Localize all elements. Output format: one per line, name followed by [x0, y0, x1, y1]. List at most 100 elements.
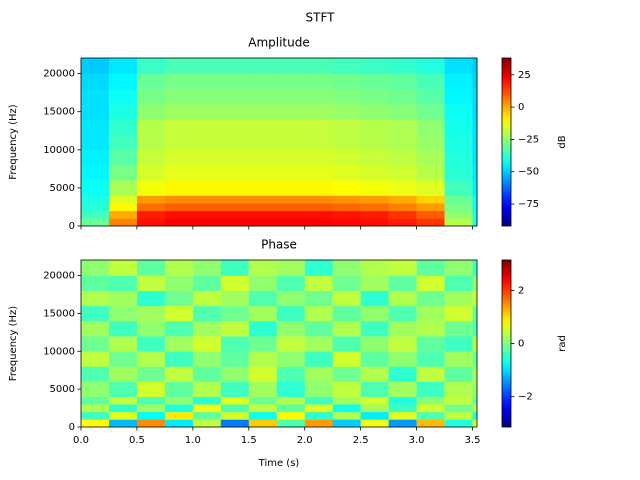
heat-cell [248, 88, 278, 105]
heat-cell [164, 180, 194, 196]
heat-cell [192, 419, 222, 428]
heat-cell [360, 366, 389, 382]
heat-cell [136, 260, 166, 276]
heat-cell [276, 210, 306, 219]
heat-cell [472, 210, 478, 219]
heat-cell [444, 381, 473, 398]
heat-cell [108, 336, 138, 352]
heat-cell [388, 260, 417, 276]
heat-cell [416, 275, 445, 291]
heat-cell [248, 275, 278, 291]
heat-cell [81, 180, 110, 196]
heat-cell [444, 134, 473, 151]
heat-cell [388, 203, 417, 212]
heat-cell [164, 366, 194, 382]
heat-cell [360, 336, 389, 352]
axes-title: Amplitude [248, 36, 310, 50]
x-tick-label: 2.0 [297, 435, 313, 446]
heat-cell [332, 290, 361, 307]
heat-cell [472, 320, 478, 337]
heat-cell [472, 134, 478, 151]
heat-cell [164, 260, 194, 276]
heat-cell [81, 305, 110, 322]
heat-cell [192, 305, 222, 322]
heat-cell [472, 104, 478, 120]
heat-cell [304, 419, 333, 428]
heat-cell [136, 411, 166, 420]
heat-cell [472, 305, 478, 322]
heat-cell [472, 180, 478, 196]
axes-frame [80, 259, 478, 428]
heat-cell [444, 119, 473, 135]
figure-title: STFT [306, 11, 336, 25]
heat-cell [192, 73, 222, 90]
x-tick-label: 3.5 [465, 435, 481, 446]
heat-cell [332, 104, 361, 120]
heat-cell [388, 419, 417, 428]
heat-cell [416, 351, 445, 367]
heat-cell [360, 411, 389, 420]
heat-cell [220, 88, 250, 105]
heat-cell [136, 351, 166, 367]
heat-cell [220, 336, 250, 352]
heat-cell [164, 119, 194, 135]
heat-cell [81, 336, 110, 352]
colorbar-tick-label: −25 [518, 134, 539, 145]
heat-cell [444, 180, 473, 196]
colorbar-tick-label: 0 [518, 339, 524, 350]
heat-cell [416, 203, 445, 212]
heat-cell [388, 218, 417, 227]
y-tick-label: 5000 [50, 384, 75, 395]
heat-cell [416, 165, 445, 181]
heat-cell [332, 411, 361, 420]
heat-cell [108, 165, 138, 181]
heat-cell [416, 195, 445, 204]
heat-cell [416, 419, 445, 428]
heat-cell [444, 305, 473, 322]
heat-cell [332, 58, 361, 74]
heat-cell [248, 260, 278, 276]
heat-cell [388, 381, 417, 398]
heat-cell [248, 195, 278, 204]
heat-cell [444, 195, 473, 204]
heat-cell [332, 366, 361, 382]
heat-cell [136, 210, 166, 219]
heat-cell [108, 180, 138, 196]
heat-cell [108, 73, 138, 90]
heat-cell [192, 290, 222, 307]
heat-cell [220, 275, 250, 291]
heat-cell [472, 419, 478, 428]
heat-cell [444, 88, 473, 105]
axes-frame [80, 57, 478, 227]
heat-cell [444, 260, 473, 276]
y-tick-label: 15000 [43, 107, 75, 118]
heat-cell [416, 305, 445, 322]
heat-cell [164, 336, 194, 352]
colorbar-tick-label: −2 [518, 392, 533, 403]
heat-cell [276, 149, 306, 166]
heat-cell [444, 275, 473, 291]
colorbar-tick-label: −75 [518, 199, 539, 210]
heat-cell [304, 119, 333, 135]
heat-cell [81, 218, 110, 227]
heat-cell [192, 275, 222, 291]
x-tick-label: 2.5 [353, 435, 369, 446]
heat-cell [332, 351, 361, 367]
heat-cell [108, 210, 138, 219]
heat-cell [164, 396, 194, 405]
heat-cell [108, 305, 138, 322]
heat-cell [220, 104, 250, 120]
y-tick-label: 10000 [43, 346, 75, 357]
heat-cell [276, 404, 306, 413]
heat-cell [248, 351, 278, 367]
heat-cell [360, 305, 389, 322]
x-tick-label: 1.0 [185, 435, 201, 446]
heat-cell [81, 411, 110, 420]
heat-cell [276, 396, 306, 405]
heat-cell [472, 336, 478, 352]
heat-cell [444, 366, 473, 382]
heat-cell [444, 203, 473, 212]
heat-cell [416, 210, 445, 219]
heat-cell [388, 73, 417, 90]
heat-cell [136, 396, 166, 405]
